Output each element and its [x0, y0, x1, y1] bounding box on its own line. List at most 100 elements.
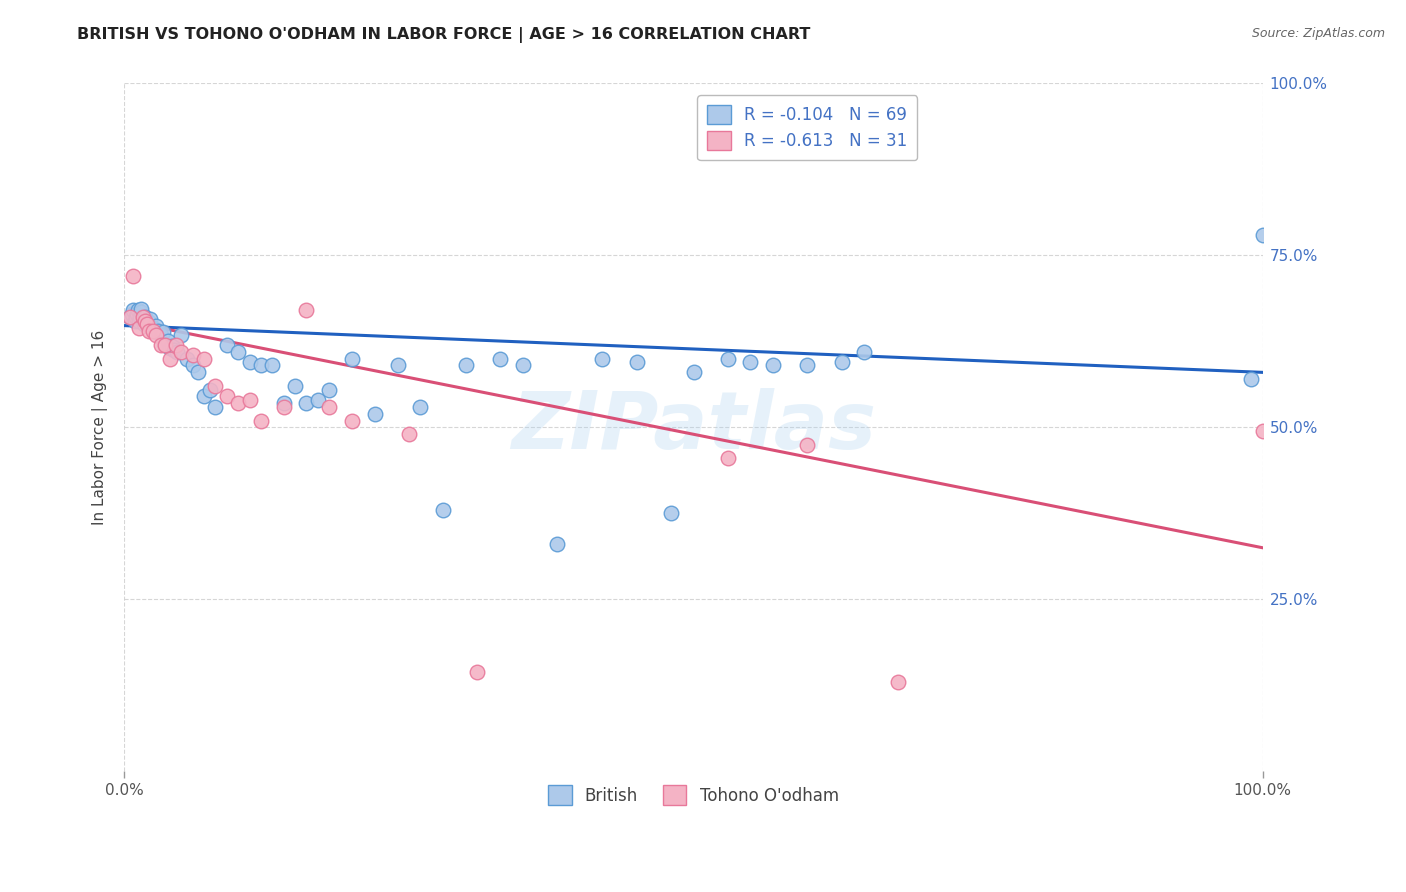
Point	[853, 344, 876, 359]
Point	[155, 338, 177, 352]
Point	[238, 392, 260, 407]
Point	[226, 396, 249, 410]
Point	[215, 338, 238, 352]
Point	[512, 359, 534, 373]
Point	[118, 310, 141, 325]
Point	[198, 383, 221, 397]
Point	[124, 314, 146, 328]
Point	[364, 407, 387, 421]
Point	[159, 351, 181, 366]
Point	[122, 303, 145, 318]
Point	[318, 383, 340, 397]
Point	[717, 351, 740, 366]
Point	[193, 351, 215, 366]
Point	[134, 314, 156, 328]
Point	[1240, 372, 1263, 386]
Point	[659, 507, 682, 521]
Point	[307, 392, 329, 407]
Point	[432, 503, 454, 517]
Point	[138, 315, 160, 329]
Point	[295, 396, 318, 410]
Point	[125, 307, 148, 321]
Point	[121, 307, 143, 321]
Point	[131, 311, 153, 326]
Point	[149, 338, 172, 352]
Point	[215, 389, 238, 403]
Point	[226, 344, 249, 359]
Point	[181, 348, 204, 362]
Point	[318, 400, 340, 414]
Point	[145, 318, 167, 333]
Point	[136, 317, 159, 331]
Point	[295, 303, 318, 318]
Point	[170, 327, 193, 342]
Point	[149, 327, 172, 342]
Text: BRITISH VS TOHONO O'ODHAM IN LABOR FORCE | AGE > 16 CORRELATION CHART: BRITISH VS TOHONO O'ODHAM IN LABOR FORCE…	[77, 27, 811, 43]
Point	[122, 268, 145, 283]
Point	[136, 318, 159, 333]
Point	[250, 413, 273, 427]
Point	[128, 314, 150, 328]
Point	[489, 351, 512, 366]
Point	[409, 400, 432, 414]
Point	[142, 324, 165, 338]
Point	[148, 324, 170, 338]
Point	[131, 305, 153, 319]
Point	[717, 451, 740, 466]
Point	[1251, 227, 1274, 242]
Point	[142, 320, 165, 334]
Point	[135, 314, 157, 328]
Point	[125, 310, 148, 325]
Point	[165, 338, 187, 352]
Point	[129, 310, 152, 325]
Point	[134, 310, 156, 325]
Text: ZIPatlas: ZIPatlas	[510, 388, 876, 467]
Point	[176, 351, 198, 366]
Point	[250, 359, 273, 373]
Point	[118, 310, 141, 325]
Point	[163, 343, 186, 358]
Point	[145, 327, 167, 342]
Point	[166, 344, 188, 359]
Point	[156, 334, 179, 349]
Point	[155, 338, 177, 352]
Point	[131, 302, 153, 317]
Point	[160, 339, 183, 353]
Point	[139, 311, 162, 326]
Point	[238, 355, 260, 369]
Text: Source: ZipAtlas.com: Source: ZipAtlas.com	[1251, 27, 1385, 40]
Point	[136, 317, 159, 331]
Point	[204, 379, 226, 393]
Point	[193, 389, 215, 403]
Point	[762, 359, 785, 373]
Point	[454, 359, 477, 373]
Point	[340, 351, 363, 366]
Point	[138, 324, 160, 338]
Point	[740, 355, 762, 369]
Point	[682, 365, 704, 379]
Point	[796, 437, 818, 451]
Point	[273, 396, 295, 410]
Point	[626, 355, 648, 369]
Point	[387, 359, 409, 373]
Point	[181, 359, 204, 373]
Point	[1251, 424, 1274, 438]
Point	[262, 359, 284, 373]
Point	[591, 351, 613, 366]
Point	[127, 303, 149, 318]
Point	[170, 344, 193, 359]
Point	[131, 310, 153, 325]
Point	[128, 320, 150, 334]
Point	[831, 355, 853, 369]
Point	[142, 324, 165, 338]
Point	[273, 400, 295, 414]
Point	[887, 675, 910, 690]
Point	[187, 365, 209, 379]
Point	[546, 537, 568, 551]
Point	[204, 400, 226, 414]
Legend: British, Tohono O'odham: British, Tohono O'odham	[538, 775, 849, 814]
Point	[796, 359, 818, 373]
Point	[159, 341, 181, 355]
Y-axis label: In Labor Force | Age > 16: In Labor Force | Age > 16	[93, 330, 108, 525]
Point	[152, 326, 174, 340]
